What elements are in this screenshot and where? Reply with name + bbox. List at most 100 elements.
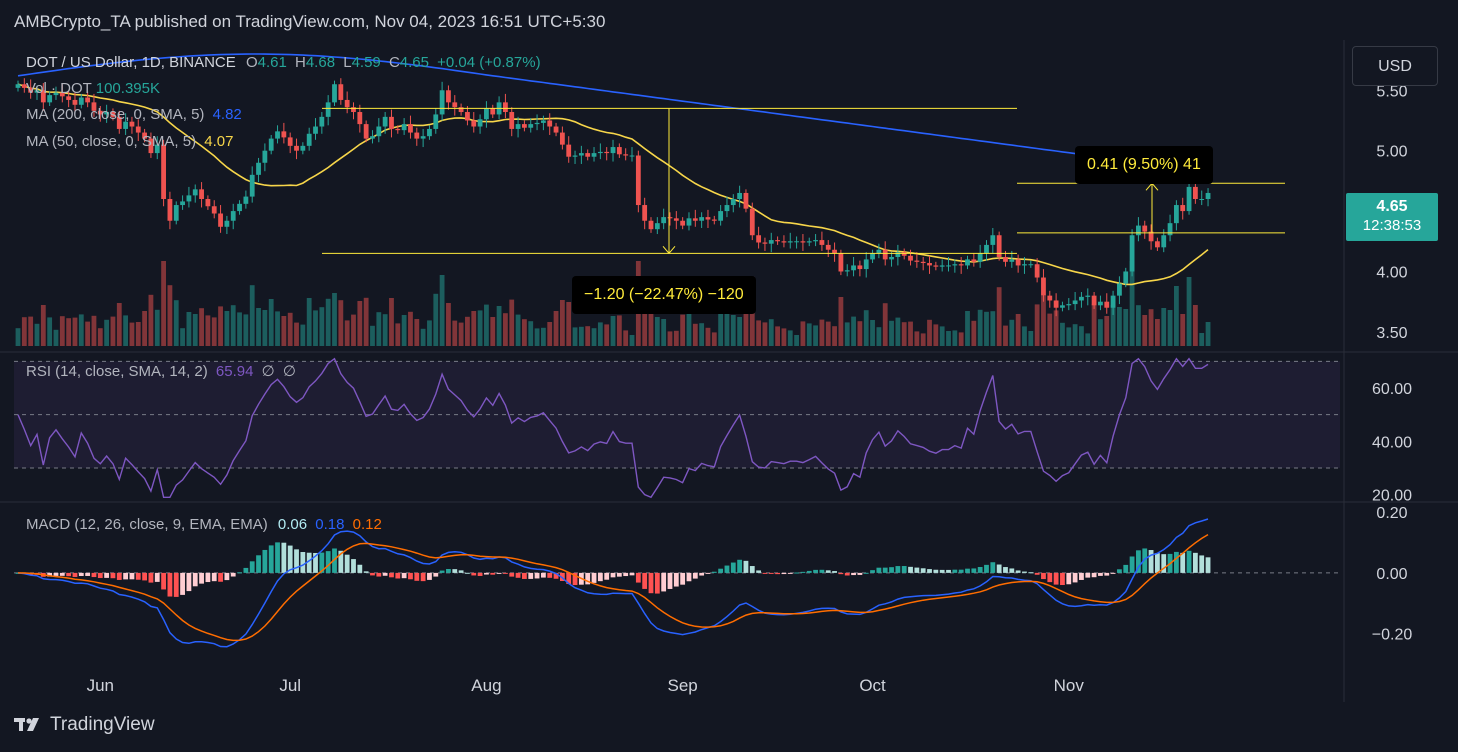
candle-body bbox=[471, 120, 477, 127]
candle-body bbox=[591, 153, 597, 157]
macd-histogram-bar bbox=[281, 542, 287, 573]
candle-body bbox=[933, 265, 939, 267]
macd-histogram-bar bbox=[515, 572, 521, 578]
macd-histogram-bar bbox=[673, 572, 679, 587]
macd-histogram-bar bbox=[1136, 550, 1141, 573]
macd-histogram-bar bbox=[895, 566, 901, 573]
candle-body bbox=[351, 107, 356, 113]
volume-bar bbox=[762, 322, 768, 346]
candle-body bbox=[825, 244, 831, 250]
macd-histogram-bar bbox=[135, 572, 141, 580]
open-value: 4.61 bbox=[257, 54, 287, 71]
candle-body bbox=[857, 265, 863, 270]
volume-bar bbox=[395, 323, 401, 346]
volume-bar bbox=[433, 293, 439, 346]
volume-bar bbox=[946, 331, 951, 346]
candle-body bbox=[287, 137, 293, 146]
macd-histogram-bar bbox=[730, 562, 736, 573]
candle-body bbox=[895, 252, 901, 257]
macd-histogram-bar bbox=[85, 572, 91, 576]
candle-body bbox=[224, 220, 230, 227]
macd-histogram-bar bbox=[192, 572, 198, 587]
macd-histogram-bar bbox=[844, 572, 850, 576]
macd-histogram-bar bbox=[743, 560, 749, 573]
volume-bar bbox=[743, 298, 749, 346]
low-label: L bbox=[343, 54, 352, 71]
candle-body bbox=[642, 205, 648, 221]
ma200-label: MA (200, close, 0, SMA, 5) bbox=[26, 106, 205, 123]
macd-histogram-bar bbox=[819, 569, 825, 573]
candle-body bbox=[1091, 295, 1097, 306]
macd-histogram-bar bbox=[1066, 572, 1072, 585]
ma50-legend[interactable]: MA (50, close, 0, SMA, 5) 4.07 bbox=[26, 133, 233, 150]
volume-bar bbox=[559, 300, 565, 346]
macd-histogram-bar bbox=[351, 559, 356, 573]
macd-histogram-bar bbox=[370, 572, 375, 576]
volume-bar bbox=[344, 320, 350, 346]
macd-value: 0.06 bbox=[277, 516, 308, 533]
signal-line bbox=[17, 533, 1209, 642]
ma200-legend[interactable]: MA (200, close, 0, SMA, 5) 4.82 bbox=[26, 106, 242, 123]
macd-histogram-bar bbox=[471, 572, 477, 576]
volume-bar bbox=[1009, 319, 1015, 346]
macd-histogram-bar bbox=[325, 551, 331, 573]
volume-bar bbox=[952, 330, 958, 346]
candle-body bbox=[718, 211, 724, 221]
volume-bar bbox=[1104, 316, 1110, 346]
volume-bar bbox=[262, 310, 268, 346]
volume-bar bbox=[21, 317, 27, 346]
macd-histogram-bar bbox=[648, 572, 654, 594]
macd-histogram-bar bbox=[876, 567, 882, 573]
macd-histogram-bar bbox=[205, 572, 211, 583]
volume-bar bbox=[325, 298, 331, 346]
candle-body bbox=[775, 240, 780, 242]
tradingview-logo[interactable]: TradingView bbox=[14, 714, 155, 736]
macd-histogram-bar bbox=[547, 572, 553, 578]
volume-bar bbox=[851, 316, 856, 346]
measure-up-label[interactable]: 0.41 (9.50%) 41 bbox=[1075, 146, 1213, 184]
candle-body bbox=[699, 217, 705, 221]
macd-histogram-bar bbox=[420, 572, 426, 582]
volume-bar bbox=[908, 321, 913, 346]
measure-down-label[interactable]: −1.20 (−22.47%) −120 bbox=[572, 276, 756, 314]
macd-histogram-bar bbox=[553, 572, 559, 579]
candle-body bbox=[1034, 264, 1040, 278]
currency-button[interactable]: USD bbox=[1352, 46, 1438, 86]
macd-histogram-bar bbox=[224, 572, 230, 581]
volume-bar bbox=[939, 326, 945, 346]
volume-bar bbox=[123, 315, 129, 346]
candle-body bbox=[1199, 199, 1205, 200]
volume-bar bbox=[313, 310, 318, 346]
macd-histogram-bar bbox=[389, 572, 394, 578]
volume-legend[interactable]: Vol · DOT 100.395K bbox=[26, 80, 160, 97]
macd-histogram-bar bbox=[275, 542, 280, 573]
candle-body bbox=[34, 90, 40, 93]
volume-bar bbox=[1117, 307, 1122, 346]
volume-bar bbox=[610, 316, 616, 346]
volume-bar bbox=[142, 311, 147, 346]
volume-bar bbox=[528, 321, 534, 346]
candle-body bbox=[629, 155, 635, 157]
volume-bar bbox=[338, 300, 344, 346]
volume-bar bbox=[294, 322, 299, 346]
candle-body bbox=[1098, 301, 1103, 306]
volume-bar bbox=[1123, 309, 1129, 346]
volume-bar bbox=[173, 300, 179, 346]
macd-histogram-bar bbox=[218, 572, 223, 582]
volume-bar bbox=[281, 316, 287, 346]
candle-body bbox=[813, 240, 818, 242]
macd-histogram-bar bbox=[762, 572, 768, 574]
candle-body bbox=[452, 102, 458, 108]
candle-body bbox=[446, 90, 451, 103]
close-value: 4.65 bbox=[399, 54, 429, 71]
volume-bar bbox=[477, 310, 483, 346]
macd-histogram-bar bbox=[597, 572, 603, 582]
symbol-name[interactable]: DOT / US Dollar, 1D, BINANCE bbox=[26, 54, 236, 71]
macd-legend[interactable]: MACD (12, 26, close, 9, EMA, EMA) 0.06 0… bbox=[26, 516, 382, 533]
candle-body bbox=[882, 249, 888, 260]
rsi-legend[interactable]: RSI (14, close, SMA, 14, 2) 65.94 ∅ ∅ bbox=[26, 362, 296, 380]
volume-bar bbox=[616, 315, 622, 346]
macd-histogram-bar bbox=[863, 572, 869, 574]
volume-bar bbox=[958, 332, 964, 346]
